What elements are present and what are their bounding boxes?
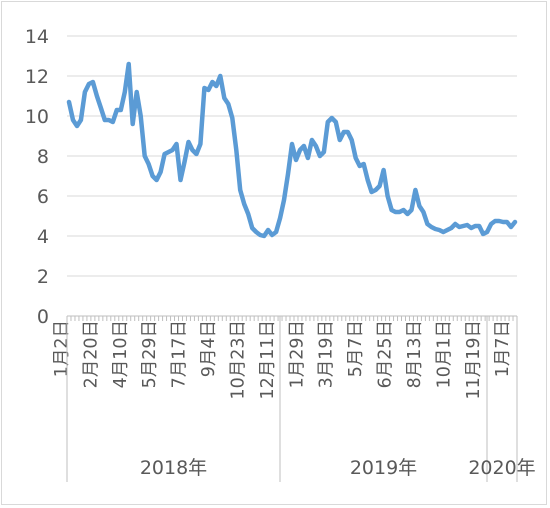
y-tick-label: 10 (25, 106, 49, 128)
y-axis-tick-labels: 0 2 4 6 8 10 12 14 (25, 26, 49, 328)
year-label: 2018年 (140, 457, 207, 479)
x-tick-label: 1月7日 (493, 320, 513, 377)
x-tick-label: 10月1日 (434, 320, 454, 388)
x-tick-label: 9月4日 (199, 320, 219, 377)
x-tick-label: 1月29日 (287, 320, 307, 388)
x-tick-label: 3月19日 (317, 320, 337, 388)
y-tick-label: 12 (25, 66, 49, 88)
x-tick-label: 12月11日 (258, 320, 278, 400)
series-line-0 (66, 61, 518, 239)
y-tick-label: 6 (37, 186, 49, 208)
x-tick-label: 6月25日 (376, 320, 396, 388)
x-tick-label: 10月23日 (228, 320, 248, 400)
y-tick-label: 0 (37, 306, 49, 328)
y-tick-label: 2 (37, 266, 49, 288)
y-tick-label: 8 (37, 146, 49, 168)
x-tick-label: 5月29日 (140, 320, 160, 388)
x-tick-label: 5月7日 (346, 320, 366, 377)
y-tick-label: 4 (37, 226, 49, 248)
y-tick-label: 14 (25, 26, 49, 48)
x-tick-label: 1月2日 (52, 320, 72, 377)
x-axis: 1月2日 2月20日 4月10日 5月29日 7月17日 9月4日 10月23日 12月11日… (52, 315, 536, 482)
x-tick-label: 4月10日 (111, 320, 131, 388)
year-label: 2019年 (350, 457, 417, 479)
x-tick-label: 8月13日 (405, 320, 425, 388)
x-tick-label: 7月17日 (170, 320, 190, 388)
x-tick-label: 11月19日 (464, 320, 484, 400)
x-tick-label: 2月20日 (81, 320, 101, 388)
series-layer (66, 61, 518, 239)
year-label: 2020年 (468, 457, 535, 479)
